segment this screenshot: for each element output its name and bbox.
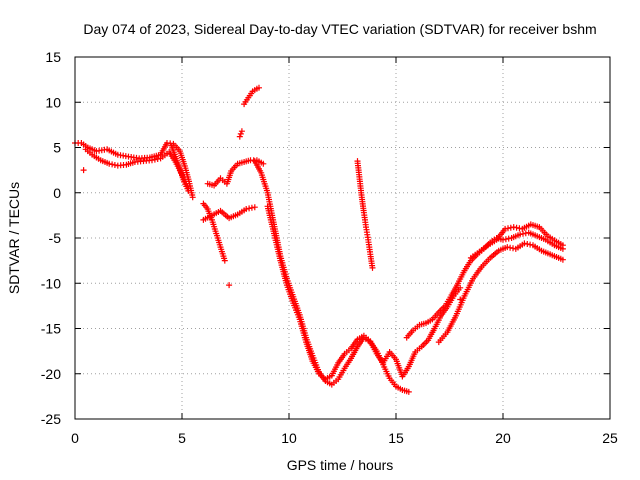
data-points <box>72 84 566 395</box>
chart-title: Day 074 of 2023, Sidereal Day-to-day VTE… <box>83 21 596 37</box>
y-tick-label: -15 <box>41 321 61 337</box>
x-tick-label: 10 <box>281 430 297 446</box>
data-point <box>457 296 464 303</box>
grid <box>75 57 610 419</box>
x-tick-label: 15 <box>388 430 404 446</box>
data-point <box>369 264 376 271</box>
data-point <box>260 160 267 167</box>
data-point <box>237 130 244 137</box>
data-point <box>559 256 566 263</box>
y-tick-label: -5 <box>49 230 62 246</box>
data-point <box>256 84 262 91</box>
x-tick-label: 25 <box>602 430 618 446</box>
data-point <box>559 242 566 249</box>
plot-frame <box>74 56 611 420</box>
data-point <box>185 187 192 194</box>
data-point <box>238 128 245 135</box>
data-point <box>80 167 87 174</box>
x-tick-label: 5 <box>178 430 186 446</box>
y-tick-label: 5 <box>53 140 61 156</box>
tick-labels: 0 5 10 15 20 25 -25 -20 -15 -10 -5 0 5 10 15 <box>41 49 618 446</box>
data-point <box>405 388 412 395</box>
x-axis-title: GPS time / hours <box>287 457 394 473</box>
x-tick-label: 0 <box>71 430 79 446</box>
y-axis-title: SDTVAR / TECUs <box>6 182 22 294</box>
data-point <box>221 257 228 264</box>
data-point <box>236 133 243 140</box>
y-tick-label: 15 <box>45 49 61 65</box>
y-tick-label: -20 <box>41 366 61 382</box>
y-tick-label: 10 <box>45 94 61 110</box>
y-tick-label: 0 <box>53 185 61 201</box>
x-tick-label: 20 <box>495 430 511 446</box>
data-point <box>189 194 196 201</box>
data-point <box>226 282 233 289</box>
y-tick-label: -25 <box>41 411 61 427</box>
data-point <box>251 204 258 211</box>
y-tick-label: -10 <box>41 275 61 291</box>
